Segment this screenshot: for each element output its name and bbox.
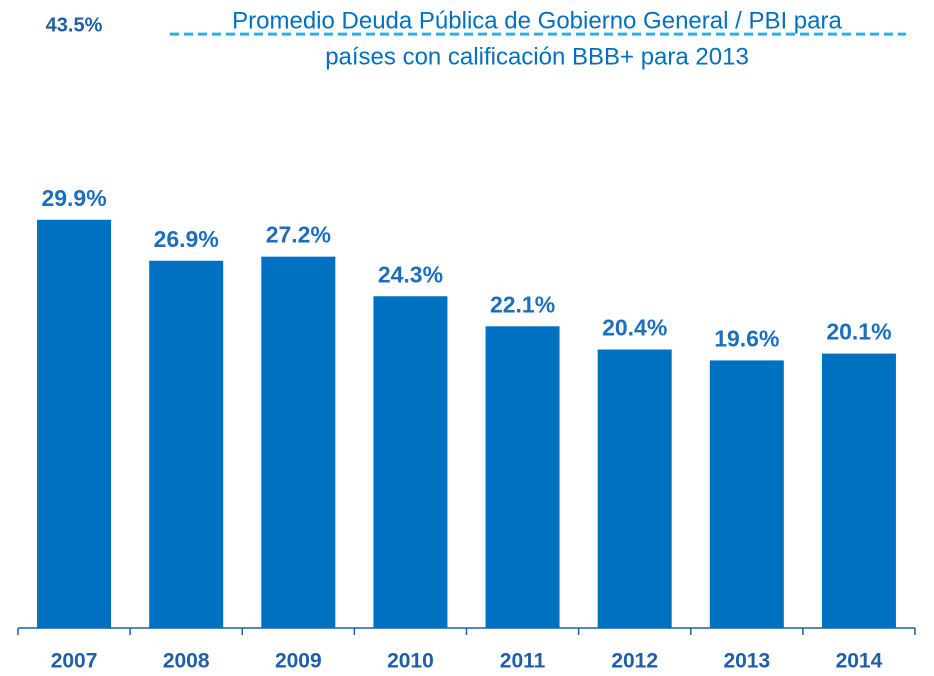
- bar: [821, 353, 896, 628]
- value-label: 20.4%: [602, 315, 667, 341]
- bar: [37, 219, 112, 629]
- value-label: 22.1%: [490, 291, 555, 317]
- x-tick-label: 2012: [611, 650, 658, 673]
- x-tick-label: 2013: [723, 650, 770, 673]
- bar: [709, 360, 784, 628]
- x-tick-label: 2011: [500, 650, 546, 673]
- bar: [149, 260, 224, 628]
- value-label: 20.1%: [826, 319, 891, 345]
- x-tick-label: 2008: [163, 650, 210, 673]
- chart-title: Promedio Deuda Pública de Gobierno Gener…: [232, 7, 842, 34]
- value-label: 24.3%: [378, 261, 443, 287]
- value-label: 26.9%: [154, 226, 219, 252]
- x-tick-label: 2009: [275, 650, 322, 673]
- chart-title: países con calificación BBB+ para 2013: [325, 43, 749, 70]
- x-tick-label: 2010: [387, 650, 434, 673]
- value-label: 29.9%: [41, 185, 106, 211]
- value-label: 19.6%: [714, 325, 779, 351]
- bar: [373, 296, 448, 628]
- value-label: 27.2%: [266, 222, 331, 248]
- reference-label: 43.5%: [46, 14, 103, 36]
- x-tick-label: 2014: [836, 650, 883, 673]
- bar: [597, 349, 672, 628]
- bar: [261, 256, 336, 628]
- x-tick-label: 2007: [51, 650, 98, 673]
- bar: [485, 326, 560, 628]
